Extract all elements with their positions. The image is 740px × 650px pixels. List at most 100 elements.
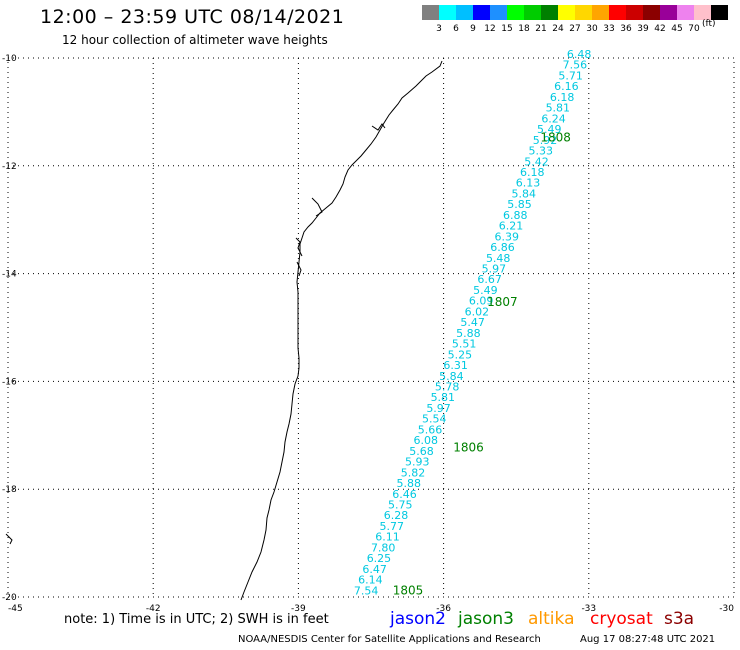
lat-tick-label: -16 (2, 377, 17, 387)
wave-height-value: 6.09 (469, 295, 494, 308)
footer-credit: NOAA/NESDIS Center for Satellite Applica… (238, 634, 541, 645)
legend-swatch (507, 5, 524, 20)
legend-swatch (694, 5, 711, 20)
legend-label: 30 (586, 24, 598, 34)
wave-height-value: 5.51 (452, 338, 477, 351)
lon-tick-label: -33 (581, 604, 596, 614)
wave-height-value: 6.28 (384, 509, 409, 522)
wave-height-value: 6.25 (367, 552, 392, 565)
wave-height-value: 5.88 (456, 327, 481, 340)
map-grid (7, 57, 735, 598)
legend-label: 33 (603, 24, 615, 34)
satellite-cryosat: cryosat (590, 609, 653, 629)
wave-height-value: 5.42 (524, 155, 549, 168)
wave-height-value: 6.47 (362, 563, 387, 576)
wave-height-value: 6.02 (465, 305, 490, 318)
page-title: 12:00 – 23:59 UTC 08/14/2021 (40, 6, 345, 28)
legend-swatch (643, 5, 660, 20)
wave-height-value: 5.97 (482, 263, 507, 276)
wave-height-value: 5.78 (435, 381, 460, 394)
legend-swatch (711, 5, 728, 20)
satellite-jason2: jason2 (390, 609, 446, 629)
lon-tick-label: -36 (436, 604, 451, 614)
legend-swatch (575, 5, 592, 20)
legend-label: 27 (569, 24, 581, 34)
lon-tick-label: -42 (146, 604, 161, 614)
wave-height-value: 6.18 (520, 166, 545, 179)
lat-tick-label: -12 (2, 162, 17, 172)
wave-height-value: 5.97 (426, 402, 451, 415)
legend-swatch (626, 5, 643, 20)
map-frame (7, 57, 735, 598)
wave-height-value: 5.81 (546, 102, 571, 115)
wave-height-value: 6.11 (375, 531, 400, 544)
legend-label: 9 (470, 24, 476, 34)
wave-height-value: 5.75 (388, 498, 413, 511)
lat-tick-label: -10 (2, 54, 17, 64)
legend-swatch (473, 5, 490, 20)
wave-height-value: 5.66 (418, 423, 443, 436)
coastline-islands (5, 123, 386, 545)
wave-height-value: 6.21 (499, 220, 524, 233)
legend-label: 24 (552, 24, 564, 34)
wave-height-value: 5.71 (558, 69, 583, 82)
satellite-jason3: jason3 (458, 609, 514, 629)
legend-label: 42 (654, 24, 666, 34)
legend-swatch (592, 5, 609, 20)
wave-height-value: 5.48 (486, 252, 511, 265)
wave-height-value: 5.85 (507, 198, 532, 211)
wave-height-value: 7.56 (563, 59, 588, 72)
legend-label: 21 (535, 24, 547, 34)
legend-label: 18 (518, 24, 530, 34)
pass-number-label: 1807 (487, 295, 518, 309)
legend-label: 39 (637, 24, 649, 34)
legend-swatch (490, 5, 507, 20)
lon-tick-label: -45 (8, 604, 23, 614)
wave-height-value: 5.77 (379, 520, 404, 533)
wave-height-value: 6.24 (541, 112, 566, 125)
lon-tick-label: -39 (291, 604, 306, 614)
wave-height-value: 6.46 (392, 488, 417, 501)
wave-height-value: 6.31 (443, 359, 468, 372)
legend-swatch (677, 5, 694, 20)
wave-height-value: 5.88 (397, 477, 422, 490)
pass-number-label: 1808 (540, 131, 571, 145)
lat-tick-label: -18 (2, 485, 17, 495)
wave-height-value: 6.86 (490, 241, 515, 254)
legend-label: 36 (620, 24, 632, 34)
pass-number-label: 1806 (453, 440, 484, 454)
legend-swatch (422, 5, 439, 20)
wave-height-value: 5.82 (401, 466, 426, 479)
legend-swatch (541, 5, 558, 20)
wave-height-value: 7.80 (371, 541, 396, 554)
wave-height-value: 7.54 (354, 584, 379, 597)
legend-label: 12 (484, 24, 496, 34)
lon-tick-label: -30 (719, 604, 734, 614)
legend-unit: (ft) (702, 19, 716, 29)
wave-height-value: 5.84 (512, 187, 537, 200)
wave-height-value: 6.13 (516, 177, 541, 190)
satellite-s3a: s3a (664, 609, 695, 629)
wave-height-value: 5.33 (529, 145, 554, 158)
wave-height-value: 5.49 (537, 123, 562, 136)
wave-height-value: 5.84 (439, 370, 464, 383)
legend-swatch (609, 5, 626, 20)
lat-tick-label: -20 (2, 593, 17, 603)
wave-height-value: 5.47 (460, 316, 485, 329)
axis-ticks: -45 -42 -39 -36 -33 -30 -10 -12 -14 -16 -18 -20 (2, 54, 734, 614)
lat-tick-label: -14 (2, 270, 17, 280)
coastline (240, 60, 443, 601)
wave-height-value: 6.67 (477, 273, 502, 286)
legend-swatch (660, 5, 677, 20)
legend-label: 15 (501, 24, 513, 34)
satellite-altika: altika (528, 609, 575, 629)
legend-label: 6 (453, 24, 459, 34)
wave-height-value: 6.18 (550, 91, 575, 104)
legend-label: 45 (671, 24, 683, 34)
legend-swatch (524, 5, 541, 20)
wave-height-value: 5.49 (473, 284, 498, 297)
legend-swatch (439, 5, 456, 20)
pass-number-label: 1805 (393, 583, 424, 597)
legend-swatch (558, 5, 575, 20)
